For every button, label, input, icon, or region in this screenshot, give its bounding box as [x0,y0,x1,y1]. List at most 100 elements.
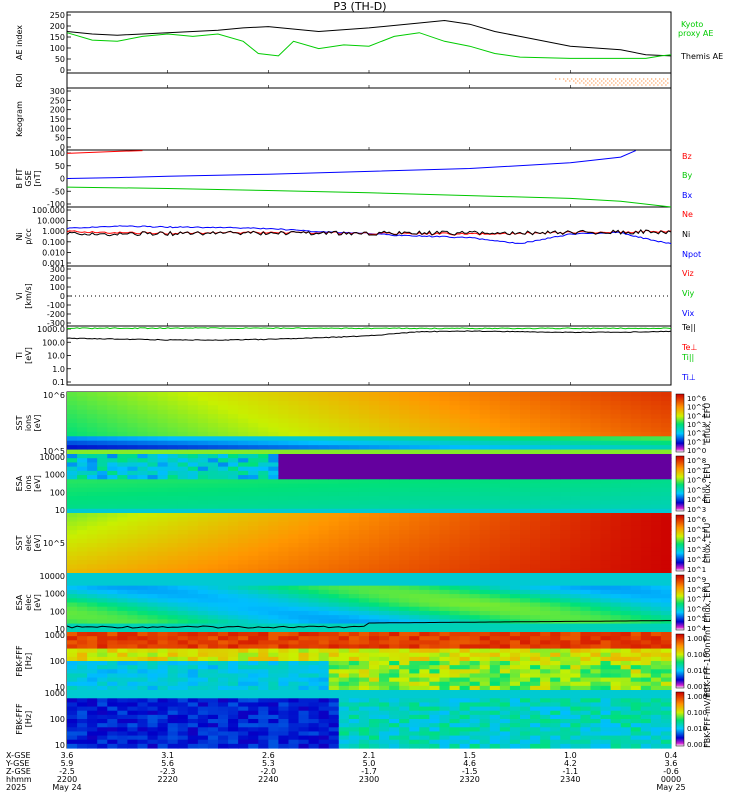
spectrogram-cell [429,470,441,476]
spectrogram-cell [157,538,169,544]
spectrogram-cell [177,504,189,510]
spectrogram-cell [540,504,551,510]
spectrogram-cell [187,714,199,720]
y-tick-label: 100 [50,283,65,292]
spectrogram-cell [479,610,491,616]
spectrogram-cell [218,496,229,501]
spectrogram-cell [479,431,491,437]
spectrogram-cell [469,487,481,493]
spectrogram-cell [369,530,380,536]
spectrogram-cell [117,418,128,424]
spectrogram-cell [87,636,98,641]
spectrogram-cell [338,440,350,446]
spectrogram-cell [288,418,300,424]
spectrogram-cell [409,564,420,570]
spectrogram-cell [318,521,330,527]
spectrogram-cell [197,538,209,544]
spectrogram-cell [318,491,330,497]
spectrogram-cell [207,500,219,506]
spectrogram-cell [107,436,118,442]
spectrogram-cell [399,723,410,728]
spectrogram-cell [97,504,108,510]
spectrogram-cell [520,479,531,485]
spectrogram-cell [530,534,541,540]
spectrogram-cell [399,594,410,599]
spectrogram-cell [167,739,179,745]
spectrogram-cell [348,525,360,531]
spectrogram-cell [127,706,139,712]
spectrogram-cell [187,694,199,699]
spectrogram-cell [117,483,128,489]
spectrogram-cell [278,632,290,637]
spectrogram-cell [429,568,441,574]
spectrogram-cell [278,640,290,646]
spectrogram-cell [218,706,229,712]
spectrogram-cell [489,598,501,604]
spectrogram-cell [449,458,461,464]
spectrogram-cell [218,530,229,536]
spectrogram-cell [369,475,380,480]
spectrogram-cell [117,623,128,629]
spectrogram-cell [318,496,330,501]
spectrogram-cell [187,706,199,712]
spectrogram-cell [67,719,78,724]
spectrogram-cell [439,656,451,662]
spectrogram-cell [218,739,229,745]
spectrogram-cell [248,573,259,578]
spectrogram-cell [560,677,571,683]
spectrogram-cell [399,513,410,518]
spectrogram-cell [429,414,441,420]
spectrogram-cell [469,685,481,691]
spectrogram-cell [127,496,139,501]
spectrogram-cell [258,610,269,616]
spectrogram-cell [600,685,612,691]
spectrogram-cell [308,690,320,695]
colorbar-tick: 10^1 [687,438,706,446]
spectrogram-cell [469,543,481,548]
spectrogram-cell [67,669,78,675]
spectrogram-cell [439,602,451,608]
colorbar-tick: 10^5 [687,615,706,623]
spectrogram-cell [540,577,551,583]
spectrogram-cell [338,602,350,608]
spectrogram-cell [197,652,209,658]
spectrogram-cell [67,665,78,670]
spectrogram-cell [630,648,642,654]
spectrogram-cell [87,648,98,654]
spectrogram-cell [570,427,581,433]
spectrogram-cell [379,589,390,595]
spectrogram-cell [630,491,642,497]
spectrogram-cell [207,483,219,489]
spectrogram-cell [379,710,390,716]
spectrogram-cell [469,606,481,612]
spectrogram-cell [87,585,98,591]
spectrogram-cell [469,594,481,599]
spectrogram-cell [369,538,380,544]
spectrogram-cell [499,644,511,650]
spectrogram-cell [228,483,239,489]
spectrogram-cell [570,669,581,675]
spectrogram-cell [228,681,239,687]
spectrogram-cell [630,665,642,670]
spectrogram-cell [157,589,169,595]
spectrogram-cell [358,392,370,398]
spectrogram-cell [399,735,410,741]
spectrogram-cell [248,594,259,599]
spectrogram-cell [288,564,300,570]
spectrogram-cell [238,525,249,531]
spectrogram-cell [580,400,592,406]
spectrogram-cell [117,392,128,398]
spectrogram-cell [520,640,531,646]
spectrogram-cell [228,656,239,662]
spectrogram-cell [419,573,430,578]
spectrogram-cell [328,560,340,566]
spectrogram-cell [248,619,259,625]
spectrogram-cell [318,458,330,464]
spectrogram-cell [389,731,400,737]
spectrogram-cell [77,458,88,464]
spectrogram-cell [409,656,420,662]
spectrogram-cell [590,677,602,683]
spectrogram-cell [540,602,551,608]
spectrogram-cell [479,462,491,468]
spectrogram-cell [177,714,189,720]
